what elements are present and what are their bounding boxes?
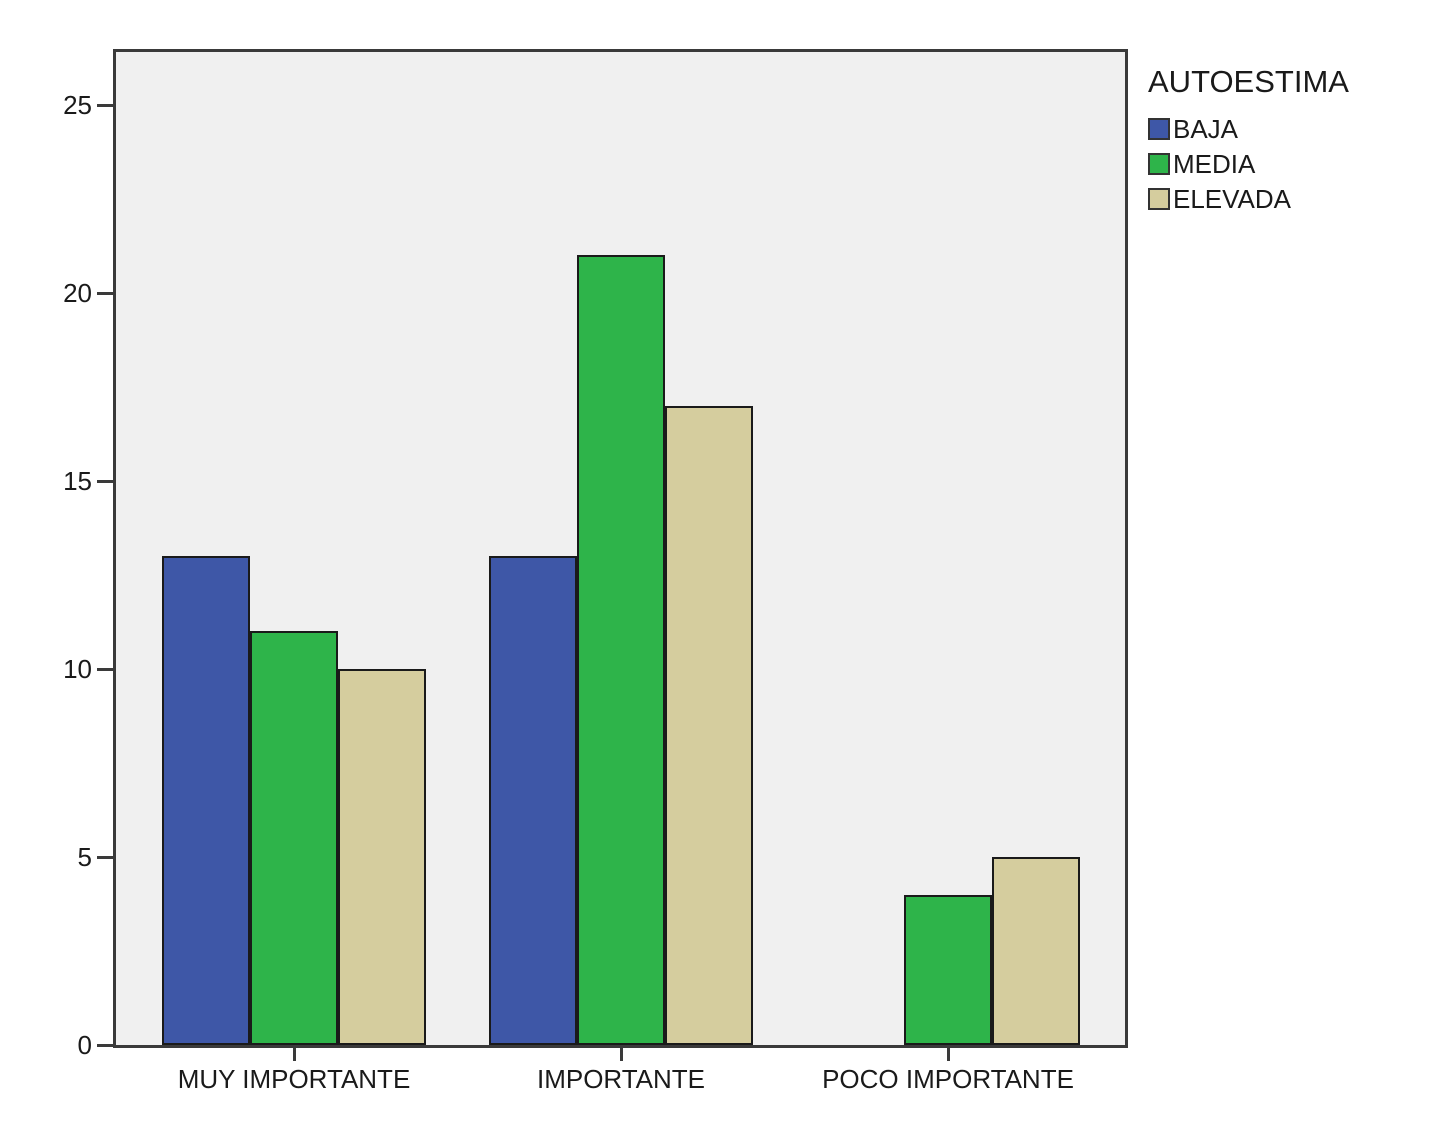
legend-items: BAJA MEDIA ELEVADA bbox=[1148, 114, 1349, 214]
legend-title: AUTOESTIMA bbox=[1148, 64, 1349, 99]
x-category-label: IMPORTANTE bbox=[536, 1064, 706, 1094]
bar-baja-1 bbox=[489, 556, 577, 1045]
legend-item-baja: BAJA bbox=[1148, 114, 1349, 144]
legend-item-label: MEDIA bbox=[1173, 148, 1256, 179]
bar-media-1 bbox=[577, 255, 665, 1045]
bar-media-2 bbox=[904, 895, 992, 1045]
bar-elevada-1 bbox=[665, 406, 753, 1045]
legend-swatch-elevada bbox=[1148, 188, 1170, 210]
x-tick bbox=[293, 1048, 296, 1061]
legend-swatch-media bbox=[1148, 153, 1170, 175]
y-tick-label: 20 bbox=[63, 277, 92, 308]
y-tick bbox=[97, 291, 113, 295]
bar-elevada-2 bbox=[992, 857, 1080, 1045]
x-tick bbox=[947, 1048, 950, 1061]
y-tick-label: 10 bbox=[63, 653, 92, 684]
y-tick bbox=[97, 855, 113, 859]
x-category-label: POCO IMPORTANTE bbox=[822, 1064, 1074, 1094]
legend-item-label: BAJA bbox=[1173, 113, 1239, 144]
plot-area bbox=[113, 49, 1128, 1048]
bar-media-0 bbox=[250, 631, 338, 1045]
x-tick bbox=[620, 1048, 623, 1061]
bar-baja-0 bbox=[162, 556, 250, 1045]
y-tick-label: 0 bbox=[77, 1030, 92, 1060]
y-tick bbox=[97, 667, 113, 671]
bar-elevada-0 bbox=[338, 669, 426, 1045]
legend: AUTOESTIMA BAJA MEDIA ELEVADA bbox=[1148, 64, 1349, 223]
legend-item-label: ELEVADA bbox=[1173, 183, 1292, 214]
legend-item-elevada: ELEVADA bbox=[1148, 184, 1349, 214]
x-category-label: MUY IMPORTANTE bbox=[177, 1064, 411, 1094]
y-tick bbox=[97, 479, 113, 483]
y-tick-label: 25 bbox=[63, 89, 92, 120]
y-tick-label: 5 bbox=[77, 841, 92, 872]
y-tick-label: 15 bbox=[63, 465, 92, 496]
y-tick bbox=[97, 103, 113, 107]
y-tick bbox=[97, 1044, 113, 1047]
legend-swatch-baja bbox=[1148, 118, 1170, 140]
legend-item-media: MEDIA bbox=[1148, 149, 1349, 179]
